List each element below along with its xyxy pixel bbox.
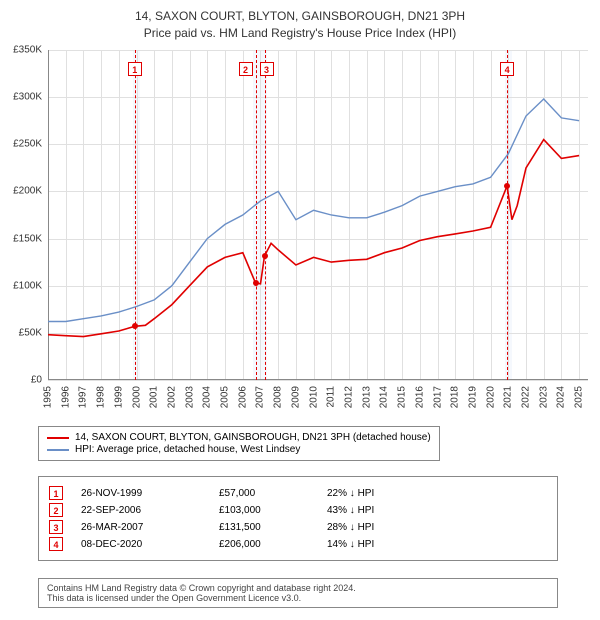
events-row: 2 22-SEP-2006 £103,000 43% ↓ HPI [49,503,547,517]
event-num-box: 2 [49,503,63,517]
x-tick-label: 2025 [574,386,585,408]
x-tick-label: 2015 [397,386,408,408]
event-price: £206,000 [219,539,309,550]
x-tick-label: 2007 [255,386,266,408]
legend-row: 14, SAXON COURT, BLYTON, GAINSBOROUGH, D… [47,432,431,443]
event-pct: 43% ↓ HPI [327,505,417,516]
x-tick-label: 2009 [290,386,301,408]
x-tick-label: 2012 [343,386,354,408]
x-tick-label: 2021 [503,386,514,408]
series-price-paid [48,140,579,337]
plot-region: £0£50K£100K£150K£200K£250K£300K£350K1995… [48,50,588,380]
x-tick-label: 2014 [379,386,390,408]
event-date: 22-SEP-2006 [81,505,201,516]
event-pct: 28% ↓ HPI [327,522,417,533]
x-tick-label: 2013 [361,386,372,408]
chart-area: £0£50K£100K£150K£200K£250K£300K£350K1995… [48,50,588,380]
x-tick-label: 2004 [202,386,213,408]
event-pct: 14% ↓ HPI [327,539,417,550]
x-tick-label: 2005 [220,386,231,408]
y-tick-label: £100K [0,280,42,291]
x-tick-label: 2001 [149,386,160,408]
events-row: 4 08-DEC-2020 £206,000 14% ↓ HPI [49,537,547,551]
events-row: 1 26-NOV-1999 £57,000 22% ↓ HPI [49,486,547,500]
footer-line2: This data is licensed under the Open Gov… [47,593,549,603]
x-tick-label: 1998 [96,386,107,408]
x-tick-label: 2011 [326,386,337,408]
event-num-box: 1 [49,486,63,500]
x-tick-label: 1997 [78,386,89,408]
footer: Contains HM Land Registry data © Crown c… [38,578,558,608]
x-tick-label: 2008 [273,386,284,408]
event-pct: 22% ↓ HPI [327,488,417,499]
x-tick-label: 2017 [432,386,443,408]
legend-swatch [47,449,69,451]
legend: 14, SAXON COURT, BLYTON, GAINSBOROUGH, D… [38,426,440,461]
event-date: 08-DEC-2020 [81,539,201,550]
x-tick-label: 2000 [131,386,142,408]
x-tick-label: 2022 [521,386,532,408]
event-price: £103,000 [219,505,309,516]
event-date: 26-MAR-2007 [81,522,201,533]
chart-lines [48,50,588,380]
chart-title-line2: Price paid vs. HM Land Registry's House … [0,25,600,42]
x-tick-label: 2010 [308,386,319,408]
events-row: 3 26-MAR-2007 £131,500 28% ↓ HPI [49,520,547,534]
chart-title-line1: 14, SAXON COURT, BLYTON, GAINSBOROUGH, D… [0,8,600,25]
y-tick-label: £350K [0,45,42,56]
x-tick-label: 1996 [60,386,71,408]
x-tick-label: 2018 [450,386,461,408]
chart-title-block: 14, SAXON COURT, BLYTON, GAINSBOROUGH, D… [0,0,600,46]
y-gridline [48,380,588,381]
y-tick-label: £150K [0,233,42,244]
x-tick-label: 1999 [113,386,124,408]
legend-label: 14, SAXON COURT, BLYTON, GAINSBOROUGH, D… [75,432,431,443]
x-tick-label: 2020 [485,386,496,408]
legend-label: HPI: Average price, detached house, West… [75,444,300,455]
legend-swatch [47,437,69,439]
events-table: 1 26-NOV-1999 £57,000 22% ↓ HPI 2 22-SEP-2006… [38,476,558,561]
x-tick-label: 2023 [538,386,549,408]
y-tick-label: £0 [0,375,42,386]
x-tick-label: 1995 [43,386,54,408]
x-tick-label: 2016 [414,386,425,408]
legend-row: HPI: Average price, detached house, West… [47,444,431,455]
event-price: £57,000 [219,488,309,499]
x-tick-label: 2003 [184,386,195,408]
event-date: 26-NOV-1999 [81,488,201,499]
event-num-box: 3 [49,520,63,534]
y-tick-label: £250K [0,139,42,150]
y-tick-label: £50K [0,327,42,338]
x-tick-label: 2024 [556,386,567,408]
x-tick-label: 2006 [237,386,248,408]
y-tick-label: £200K [0,186,42,197]
event-num-box: 4 [49,537,63,551]
series-hpi [48,99,579,322]
footer-line1: Contains HM Land Registry data © Crown c… [47,583,549,593]
event-price: £131,500 [219,522,309,533]
x-tick-label: 2002 [166,386,177,408]
y-tick-label: £300K [0,92,42,103]
x-tick-label: 2019 [467,386,478,408]
